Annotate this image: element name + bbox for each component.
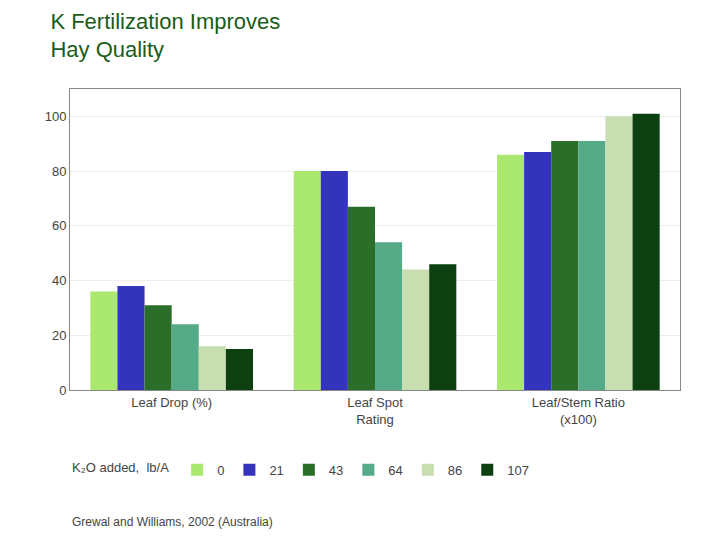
svg-text:Leaf Drop (%): Leaf Drop (%) bbox=[131, 395, 212, 410]
svg-text:21: 21 bbox=[269, 463, 283, 478]
svg-text:Leaf/Stem Ratio(x100): Leaf/Stem Ratio(x100) bbox=[532, 395, 625, 427]
svg-text:64: 64 bbox=[388, 463, 402, 478]
svg-text:0: 0 bbox=[217, 463, 224, 478]
svg-text:86: 86 bbox=[448, 463, 462, 478]
svg-text:107: 107 bbox=[507, 463, 529, 478]
svg-text:60: 60 bbox=[52, 218, 66, 233]
svg-text:40: 40 bbox=[52, 273, 66, 288]
svg-text:43: 43 bbox=[329, 463, 343, 478]
svg-text:Grewal and Williams, 2002 (Aus: Grewal and Williams, 2002 (Australia) bbox=[72, 515, 273, 529]
svg-text:0: 0 bbox=[59, 383, 66, 398]
svg-text:100: 100 bbox=[45, 109, 67, 124]
svg-text:20: 20 bbox=[52, 328, 66, 343]
svg-text:80: 80 bbox=[52, 164, 66, 179]
svg-text:Leaf SpotRating: Leaf SpotRating bbox=[347, 395, 403, 427]
svg-text:K Fertilization ImprovesHay Qu: K Fertilization ImprovesHay Quality bbox=[50, 9, 280, 63]
svg-text:K₂O added, lb/A: K₂O added, lb/A bbox=[72, 460, 169, 475]
